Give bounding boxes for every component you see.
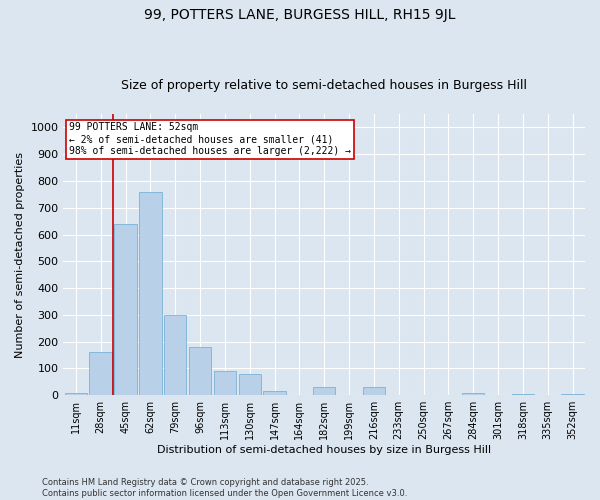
Title: Size of property relative to semi-detached houses in Burgess Hill: Size of property relative to semi-detach… [121,79,527,92]
Bar [65,392,87,395]
Text: 99 POTTERS LANE: 52sqm
← 2% of semi-detached houses are smaller (41)
98% of semi: 99 POTTERS LANE: 52sqm ← 2% of semi-deta… [68,122,350,156]
Text: 99, POTTERS LANE, BURGESS HILL, RH15 9JL: 99, POTTERS LANE, BURGESS HILL, RH15 9JL [144,8,456,22]
X-axis label: Distribution of semi-detached houses by size in Burgess Hill: Distribution of semi-detached houses by … [157,445,491,455]
Bar [263,391,286,395]
Bar [89,352,112,395]
Y-axis label: Number of semi-detached properties: Number of semi-detached properties [15,152,25,358]
Bar [512,394,534,395]
Bar [139,192,161,395]
Bar [313,387,335,395]
Bar [239,374,261,395]
Bar [164,315,187,395]
Bar [189,347,211,395]
Bar [562,394,584,395]
Bar [214,371,236,395]
Bar [462,392,484,395]
Text: Contains HM Land Registry data © Crown copyright and database right 2025.
Contai: Contains HM Land Registry data © Crown c… [42,478,407,498]
Bar [363,387,385,395]
Bar [115,224,137,395]
